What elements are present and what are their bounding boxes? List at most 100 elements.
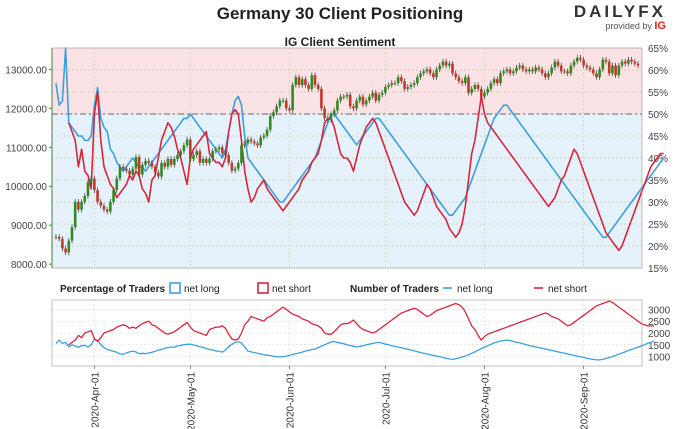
candle-body — [109, 201, 112, 212]
candle-body — [627, 59, 630, 64]
net-short-zone — [52, 48, 642, 114]
candle-body — [476, 84, 480, 89]
candle-body — [288, 108, 291, 111]
candle-body — [80, 201, 83, 210]
x-tick-label: 2020-Sep-01 — [580, 372, 591, 429]
candle-body — [384, 86, 387, 93]
right-tick-label: 45% — [648, 132, 668, 143]
candle-body — [387, 84, 390, 87]
legend-traders-short-label: net short — [548, 284, 587, 295]
legend-traders-long-label: net long — [457, 284, 493, 295]
candle-body — [451, 63, 454, 74]
candle-body — [73, 201, 77, 228]
right-tick-label: 25% — [648, 220, 668, 231]
left-tick-label: 12000.00 — [5, 104, 47, 115]
candle-body — [182, 145, 186, 152]
left-tick-label: 13000.00 — [5, 65, 47, 76]
candle-body — [246, 139, 250, 144]
candle-body — [547, 73, 550, 78]
candle-body — [620, 61, 624, 66]
candle-body — [217, 147, 221, 150]
candle-body — [291, 84, 294, 111]
net-long-line — [55, 47, 665, 238]
candle-body — [125, 168, 128, 171]
left-tick-label: 8000.00 — [11, 260, 48, 271]
candle-body — [489, 83, 493, 89]
candle-body — [502, 71, 505, 74]
candle-body — [499, 73, 502, 84]
candle-body — [495, 79, 499, 84]
candle-body — [483, 92, 486, 97]
sub-right-tick-label: 3000 — [648, 305, 671, 316]
candle-body — [400, 77, 403, 82]
right-tick-label: 35% — [648, 176, 668, 187]
candle-body — [240, 145, 243, 163]
net-long-zone — [52, 114, 642, 268]
candle-body — [368, 96, 371, 101]
candle-body — [89, 178, 93, 183]
candle-body — [505, 69, 509, 72]
candle-body — [419, 73, 422, 78]
candle-body — [211, 151, 214, 159]
candle-body — [70, 227, 74, 241]
candle-body — [563, 71, 566, 73]
candle-body — [553, 61, 557, 68]
dailyfx-logo: DAILYFX provided by IG — [574, 3, 666, 32]
candle-body — [137, 157, 141, 175]
candle-body — [121, 166, 125, 169]
candle-body — [521, 65, 525, 70]
candle-body — [470, 88, 474, 93]
candle-body — [422, 71, 426, 74]
candle-body — [406, 86, 410, 89]
right-tick-label: 20% — [648, 242, 668, 253]
candle-body — [169, 158, 173, 165]
candle-body — [243, 143, 246, 146]
brand-sub: provided by IG — [574, 21, 666, 32]
candle-body — [527, 69, 531, 72]
candle-body — [166, 158, 170, 167]
legend-percentage-label: Percentage of Traders — [60, 284, 165, 295]
left-tick-label: 10000.00 — [5, 182, 47, 193]
candle-body — [585, 65, 589, 68]
candle-body — [598, 69, 601, 78]
candle-body — [112, 190, 115, 202]
candle-body — [214, 149, 218, 152]
candle-body — [249, 139, 253, 142]
candle-body — [198, 151, 202, 163]
candle-body — [77, 201, 80, 210]
candle-body — [236, 162, 240, 169]
candle-body — [134, 157, 138, 169]
candle-body — [67, 240, 71, 253]
legend-net-short-label: net short — [272, 284, 311, 295]
candle-body — [342, 96, 346, 98]
candle-body — [179, 151, 183, 156]
candle-body — [380, 92, 384, 95]
left-tick-label: 11000.00 — [6, 143, 47, 154]
candle-body — [531, 69, 534, 72]
candle-body — [297, 77, 301, 85]
candle-body — [233, 168, 237, 171]
candle-body — [57, 236, 61, 239]
chart-header: Germany 30 Client Positioning DAILYFX pr… — [0, 0, 680, 32]
candle-body — [566, 71, 569, 74]
sub-right-tick-label: 2500 — [648, 317, 671, 328]
candle-body — [636, 63, 640, 66]
candle-body — [464, 77, 467, 84]
candle-body — [409, 84, 413, 87]
candle-body — [259, 137, 262, 146]
candle-body — [313, 75, 317, 85]
candle-body — [403, 81, 406, 89]
traders-net-short-line — [68, 300, 654, 346]
candle-body — [265, 129, 269, 136]
chart-title: Germany 30 Client Positioning — [216, 4, 464, 23]
candle-body — [511, 71, 515, 74]
candle-body — [275, 106, 278, 113]
candle-body — [230, 162, 234, 171]
candle-body — [412, 83, 416, 85]
candle-body — [448, 63, 451, 66]
candle-body — [224, 153, 227, 156]
x-tick-label: 2020-Apr-01 — [90, 372, 101, 428]
candle-body — [358, 96, 362, 101]
candle-body — [588, 67, 592, 70]
candle-body — [617, 65, 621, 76]
